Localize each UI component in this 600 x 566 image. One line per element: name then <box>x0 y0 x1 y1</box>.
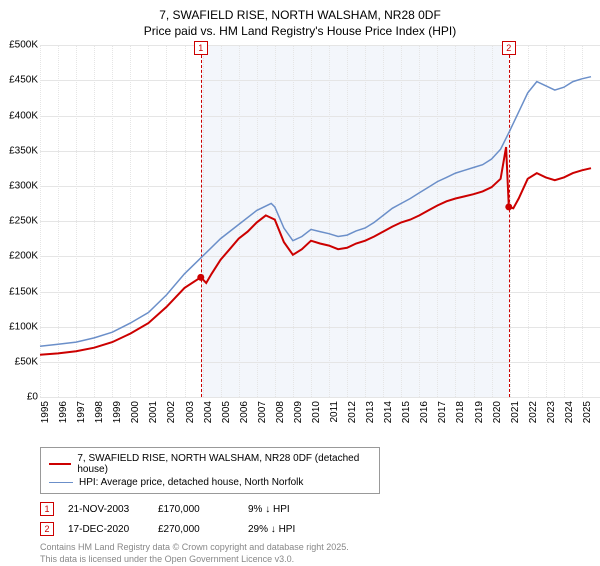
x-tick-label: 2003 <box>185 401 196 423</box>
marker-dot <box>197 274 204 281</box>
annotation-date: 17-DEC-2020 <box>68 524 158 535</box>
y-tick-label: £350K <box>9 145 38 156</box>
y-tick-label: £500K <box>9 40 38 51</box>
y-tick-label: £0 <box>27 392 38 403</box>
x-tick-label: 2000 <box>130 401 141 423</box>
x-tick-label: 2013 <box>365 401 376 423</box>
series-price_paid <box>40 147 591 355</box>
x-tick-label: 1996 <box>58 401 69 423</box>
x-tick-label: 1999 <box>112 401 123 423</box>
footer: Contains HM Land Registry data © Crown c… <box>40 542 590 565</box>
legend-swatch <box>49 463 71 465</box>
x-tick-label: 1997 <box>76 401 87 423</box>
y-tick-label: £250K <box>9 216 38 227</box>
x-tick-label: 2004 <box>203 401 214 423</box>
footer-line1: Contains HM Land Registry data © Crown c… <box>40 542 590 554</box>
plot-area: 12 £0£50K£100K£150K£200K£250K£300K£350K£… <box>40 45 600 397</box>
legend-label: HPI: Average price, detached house, Nort… <box>79 477 303 488</box>
y-tick-label: £100K <box>9 321 38 332</box>
title-line2: Price paid vs. HM Land Registry's House … <box>10 24 590 40</box>
x-tick-label: 2015 <box>401 401 412 423</box>
x-tick-label: 2011 <box>329 401 340 423</box>
x-tick-label: 2010 <box>311 401 322 423</box>
y-tick-label: £450K <box>9 75 38 86</box>
x-tick-label: 2023 <box>546 401 557 423</box>
annotation-date: 21-NOV-2003 <box>68 504 158 515</box>
annotation-number: 1 <box>40 502 54 516</box>
legend-item: 7, SWAFIELD RISE, NORTH WALSHAM, NR28 0D… <box>49 452 371 476</box>
chart-title: 7, SWAFIELD RISE, NORTH WALSHAM, NR28 0D… <box>10 8 590 39</box>
annotation-row: 1 21-NOV-2003£170,0009% ↓ HPI <box>40 502 590 516</box>
x-tick-label: 2007 <box>257 401 268 423</box>
x-tick-label: 2012 <box>347 401 358 423</box>
x-axis: 1995 1996 1997 1998 1999 2000 2001 2002 2003 2004… <box>40 397 600 439</box>
chart-container: 7, SWAFIELD RISE, NORTH WALSHAM, NR28 0D… <box>0 0 600 560</box>
title-line1: 7, SWAFIELD RISE, NORTH WALSHAM, NR28 0D… <box>10 8 590 24</box>
x-tick-label: 2008 <box>275 401 286 423</box>
x-tick-label: 2002 <box>166 401 177 423</box>
annotations: 1 21-NOV-2003£170,0009% ↓ HPI 2 17-DEC-2020… <box>40 502 590 536</box>
annotation-number: 2 <box>40 522 54 536</box>
legend-item: HPI: Average price, detached house, Nort… <box>49 476 371 489</box>
line-series <box>40 45 600 397</box>
x-tick-label: 2006 <box>239 401 250 423</box>
x-tick-label: 2025 <box>582 401 593 423</box>
x-tick-label: 2017 <box>437 401 448 423</box>
marker-dot <box>505 204 512 211</box>
x-tick-label: 2020 <box>492 401 503 423</box>
y-axis: £0£50K£100K£150K£200K£250K£300K£350K£400… <box>10 45 40 397</box>
x-tick-label: 2014 <box>383 401 394 423</box>
x-tick-label: 2018 <box>455 401 466 423</box>
legend-swatch <box>49 482 73 484</box>
series-hpi <box>40 77 591 347</box>
annotation-pct: 9% ↓ HPI <box>248 504 338 515</box>
legend-label: 7, SWAFIELD RISE, NORTH WALSHAM, NR28 0D… <box>77 453 371 475</box>
y-tick-label: £50K <box>15 356 38 367</box>
annotation-price: £170,000 <box>158 504 248 515</box>
x-tick-label: 2021 <box>510 401 521 423</box>
annotation-price: £270,000 <box>158 524 248 535</box>
x-tick-label: 1998 <box>94 401 105 423</box>
y-tick-label: £400K <box>9 110 38 121</box>
y-tick-label: £200K <box>9 251 38 262</box>
y-tick-label: £300K <box>9 180 38 191</box>
x-tick-label: 1995 <box>40 401 51 423</box>
legend: 7, SWAFIELD RISE, NORTH WALSHAM, NR28 0D… <box>40 447 380 494</box>
x-tick-label: 2016 <box>419 401 430 423</box>
x-tick-label: 2022 <box>528 401 539 423</box>
x-tick-label: 2019 <box>474 401 485 423</box>
x-tick-label: 2005 <box>221 401 232 423</box>
annotation-pct: 29% ↓ HPI <box>248 524 338 535</box>
x-tick-label: 2001 <box>148 401 159 423</box>
x-tick-label: 2024 <box>564 401 575 423</box>
y-tick-label: £150K <box>9 286 38 297</box>
annotation-row: 2 17-DEC-2020£270,00029% ↓ HPI <box>40 522 590 536</box>
x-tick-label: 2009 <box>293 401 304 423</box>
